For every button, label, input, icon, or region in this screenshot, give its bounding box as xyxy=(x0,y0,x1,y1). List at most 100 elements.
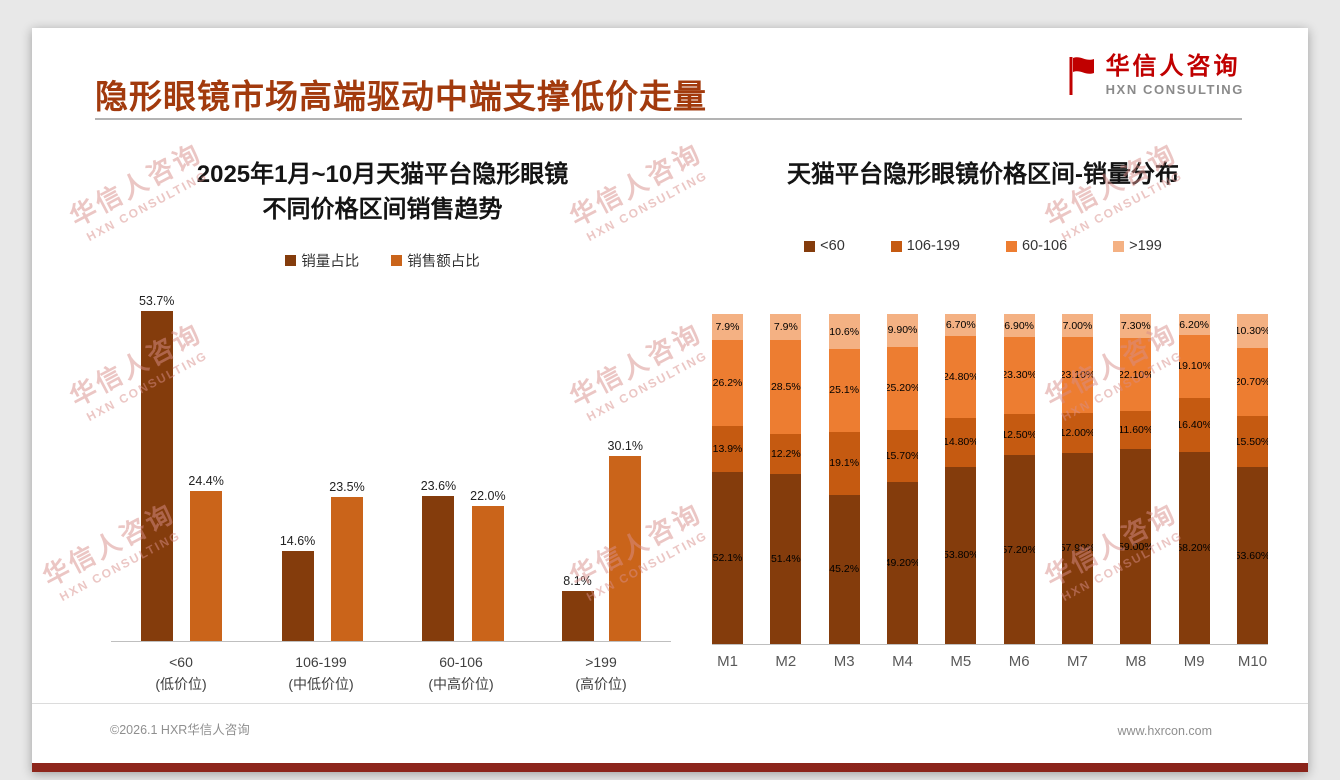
bar-group: 23.6% 22.0% xyxy=(421,479,506,641)
right-chart: 天猫平台隐形眼镜价格区间-销量分布 <60 106-199 60-106 >199 5… xyxy=(700,144,1268,684)
bar: 24.4% xyxy=(188,474,224,641)
segment-value-label: 57.20% xyxy=(1003,543,1035,556)
legend-swatch xyxy=(1006,240,1017,252)
month-label: M5 xyxy=(950,653,972,670)
segment-value-label: 13.9% xyxy=(712,443,743,456)
x-axis-label-range: 106-199 xyxy=(295,654,347,670)
bar-segment: 52.1% xyxy=(712,472,743,644)
segment-value-label: 15.70% xyxy=(886,449,918,462)
bar-segment: 6.20% xyxy=(1178,314,1210,335)
bar: 23.6% xyxy=(421,479,456,641)
segment-value-label: 6.90% xyxy=(1004,319,1035,332)
stacked-bar: 58.20% 16.40% 19.10% 6.20% xyxy=(1178,314,1210,644)
bar-rect xyxy=(561,591,594,641)
segment-value-label: 20.70% xyxy=(1236,375,1268,388)
left-chart-legend: 销量占比 销售额占比 xyxy=(95,250,670,271)
segment-value-label: 22.10% xyxy=(1120,368,1151,381)
bar-group: 14.6% 23.5% xyxy=(280,480,365,641)
bar-segment: 57.90% xyxy=(1061,452,1093,644)
left-xaxis: <60 (低价位) 106-199 (中低价位) 60-106 (中高价位) >199 (高价… xyxy=(111,652,671,695)
bar-rect xyxy=(190,491,223,641)
month-label: M10 xyxy=(1237,653,1268,670)
bar-rect xyxy=(471,506,504,641)
left-plot: 53.7% 24.4% 14.6% 23.5% 23.6% 22.0% 8.1% 30.1% xyxy=(111,294,671,642)
bar: 53.7% xyxy=(139,294,174,641)
bar-segment: 59.00% xyxy=(1120,449,1152,644)
x-axis-label-range: 60-106 xyxy=(439,654,483,670)
segment-value-label: 24.80% xyxy=(945,370,976,383)
bar-segment: 7.00% xyxy=(1061,314,1093,338)
bar: 14.6% xyxy=(280,534,315,641)
segment-value-label: 10.30% xyxy=(1236,324,1268,337)
segment-value-label: 7.30% xyxy=(1120,320,1151,333)
legend-label: >199 xyxy=(1129,238,1162,254)
bar: 22.0% xyxy=(470,489,506,641)
segment-value-label: 49.20% xyxy=(886,556,918,569)
segment-value-label: 26.2% xyxy=(712,376,743,389)
x-axis-label-tier: (低价位) xyxy=(155,675,207,692)
right-plot: 52.1% 13.9% 26.2% 7.9% 51.4% 12.2% 28.5% 7.9% 45… xyxy=(712,313,1268,645)
legend-swatch xyxy=(1113,240,1125,252)
segment-value-label: 12.2% xyxy=(770,448,801,461)
bar-group: 8.1% 30.1% xyxy=(561,439,643,641)
segment-value-label: 11.60% xyxy=(1120,424,1152,437)
stacked-bar: 52.1% 13.9% 26.2% 7.9% xyxy=(712,313,743,644)
left-chart-title-line1: 2025年1月~10月天猫平台隐形眼镜 xyxy=(196,161,569,188)
right-chart-legend: <60 106-199 60-106 >199 xyxy=(700,238,1266,254)
x-axis-label-tier: (中低价位) xyxy=(288,675,354,692)
right-chart-title: 天猫平台隐形眼镜价格区间-销量分布 xyxy=(787,161,1179,188)
stacked-bar: 57.20% 12.50% 23.30% 6.90% xyxy=(1003,314,1035,644)
stacked-bar: 51.4% 12.2% 28.5% 7.9% xyxy=(770,314,802,644)
bar-value-label: 53.7% xyxy=(138,294,175,308)
bar-value-label: 30.1% xyxy=(607,439,643,453)
bar-segment: 15.70% xyxy=(886,429,918,482)
bar-segment: 6.90% xyxy=(1003,314,1035,338)
segment-value-label: 51.4% xyxy=(770,553,801,566)
legend-item: <60 xyxy=(804,238,845,254)
left-chart: 2025年1月~10月天猫平台隐形眼镜 不同价格区间销售趋势 销量占比 销售额占比… xyxy=(95,144,671,692)
segment-value-label: 12.00% xyxy=(1061,427,1093,440)
legend-swatch xyxy=(285,255,297,266)
month-label: M9 xyxy=(1183,653,1205,670)
month-label: M7 xyxy=(1067,653,1088,670)
bar-segment: 16.40% xyxy=(1178,397,1210,452)
segment-value-label: 58.20% xyxy=(1178,541,1210,554)
logo-subtitle: HXN CONSULTING xyxy=(1105,82,1244,98)
bar-segment: 24.80% xyxy=(945,335,977,418)
month-label: M6 xyxy=(1008,653,1030,670)
stacked-bar: 49.20% 15.70% 25.20% 9.90% xyxy=(886,313,918,644)
segment-value-label: 6.70% xyxy=(945,318,976,331)
bar-segment: 11.60% xyxy=(1120,411,1152,450)
bar-segment: 9.90% xyxy=(886,313,918,347)
footer-copyright: ©2026.1 HXR华信人咨询 xyxy=(110,723,250,737)
legend-swatch xyxy=(804,240,816,252)
bar-segment: 19.10% xyxy=(1178,334,1210,398)
bar-segment: 53.60% xyxy=(1236,467,1268,644)
footer-divider xyxy=(32,703,1308,704)
segment-value-label: 19.10% xyxy=(1178,360,1210,373)
month-label: M1 xyxy=(717,653,738,670)
slide: 华信人咨询 HXN CONSULTING 华信人咨询 HXN CONSULTING … xyxy=(32,28,1308,772)
legend-item: 60-106 xyxy=(1006,238,1067,254)
legend-item: 销量占比 xyxy=(285,250,359,271)
legend-label: 106-199 xyxy=(906,238,960,254)
right-xaxis: M1 M2 M3 M4 M5 M6 M7 M8 M9 M10 xyxy=(712,653,1268,670)
bar-rect xyxy=(281,551,314,641)
logo-name: 华信人咨询 xyxy=(1105,53,1241,80)
stacked-bar: 53.80% 14.80% 24.80% 6.70% xyxy=(945,313,977,644)
bar-segment: 14.80% xyxy=(945,417,977,467)
bar-segment: 7.9% xyxy=(712,313,743,340)
bar-segment: 13.9% xyxy=(712,426,743,473)
legend-item: 销售额占比 xyxy=(391,250,480,271)
segment-value-label: 9.90% xyxy=(887,324,918,337)
bar-segment: 7.30% xyxy=(1120,314,1152,339)
logo-flag-icon xyxy=(1069,56,1094,95)
bar-segment: 10.6% xyxy=(828,314,860,350)
segment-value-label: 6.20% xyxy=(1179,318,1210,331)
stacked-bar: 57.90% 12.00% 23.10% 7.00% xyxy=(1061,314,1093,644)
bar-segment: 53.80% xyxy=(945,466,977,644)
slide-bottom-accent-bar xyxy=(32,763,1308,772)
bar-rect xyxy=(609,456,642,641)
stacked-bar: 59.00% 11.60% 22.10% 7.30% xyxy=(1120,314,1152,644)
segment-value-label: 7.9% xyxy=(773,321,798,334)
